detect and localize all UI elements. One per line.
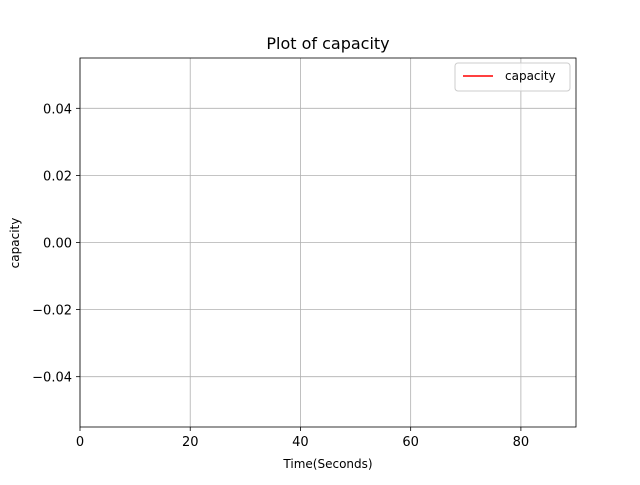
x-tick-label-3: 60 — [402, 435, 419, 450]
y-tick-label-2: 0.00 — [43, 237, 72, 252]
chart-title: Plot of capacity — [266, 34, 389, 53]
y-tick-label-0: −0.04 — [32, 371, 72, 386]
x-tick-label-2: 40 — [292, 435, 309, 450]
legend: capacity — [454, 62, 571, 92]
x-axis-label: Time(Seconds) — [282, 457, 372, 471]
y-tick-label-3: 0.02 — [43, 169, 72, 184]
legend-box — [454, 62, 571, 92]
y-tick-label-1: −0.02 — [32, 304, 72, 319]
legend-label-capacity: capacity — [505, 69, 556, 83]
y-tick-label-4: 0.04 — [43, 102, 72, 117]
x-tick-label-1: 20 — [182, 435, 199, 450]
grid-layer — [79, 58, 576, 427]
x-tick-label-4: 80 — [513, 435, 530, 450]
x-tick-label-0: 0 — [76, 435, 84, 450]
y-axis-label: capacity — [8, 218, 22, 269]
ticks-layer: 0 20 40 60 80 −0.04 −0.02 0.00 0.02 0.04 — [32, 102, 529, 450]
